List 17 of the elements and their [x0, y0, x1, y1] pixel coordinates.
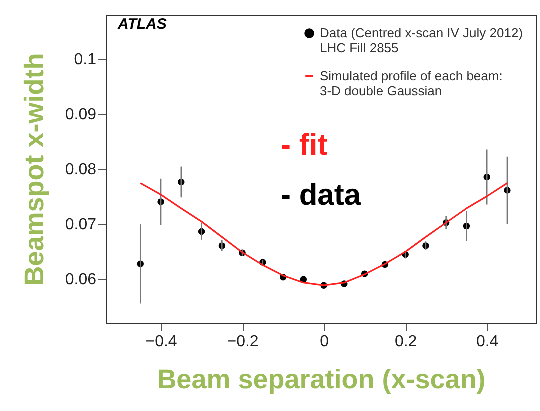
x-axis-title: Beam separation (x-scan)	[157, 364, 486, 394]
y-tick-label: 0.06	[65, 272, 97, 288]
x-tick-label: 0.2	[394, 334, 418, 350]
annotation: - fit	[281, 129, 328, 162]
y-tick-label: 0.09	[65, 106, 97, 124]
x-tick-label: 0	[320, 334, 330, 350]
y-tick-label: 0.07	[65, 216, 97, 234]
x-tick-label: 0.4	[476, 334, 499, 350]
legend-label: Data (Centred x-scan IV July 2012) LHC Fill 2855	[320, 26, 524, 56]
x-tick-label: −0.4	[146, 334, 178, 350]
legend-label: Simulated profile of each beam: 3-D double Gaussian	[320, 68, 503, 98]
annotation: ATLAS	[117, 16, 167, 33]
y-tick-label: 0.1	[74, 52, 97, 68]
y-tick-label: 0.08	[65, 162, 97, 178]
y-axis-title: Beamspot x-width	[19, 53, 50, 286]
x-tick-label: −0.2	[227, 334, 259, 350]
annotation: - data	[281, 179, 362, 212]
